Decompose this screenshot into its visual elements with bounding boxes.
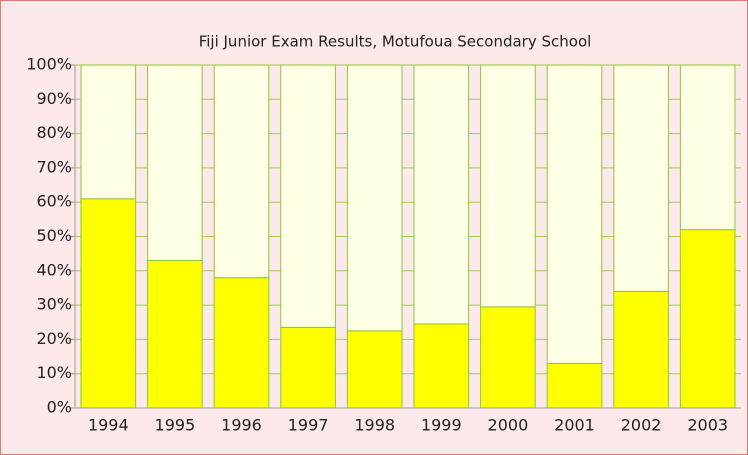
x-tick-label: 1998 <box>354 416 395 435</box>
y-tick-label: 60% <box>36 192 72 211</box>
bar-segment <box>80 198 137 409</box>
y-tick-label: 70% <box>36 157 72 176</box>
x-tick-label: 1994 <box>88 416 129 435</box>
bar-segment <box>480 64 536 308</box>
bar-segment <box>280 64 336 328</box>
bar-segment <box>147 260 203 409</box>
x-tick-label: 2002 <box>621 416 662 435</box>
bar-segment <box>147 64 203 262</box>
chart-title: Fiji Junior Exam Results, Motufoua Secon… <box>199 33 592 51</box>
x-tick-label: 1995 <box>155 416 196 435</box>
bar-segment <box>213 64 270 279</box>
bar-segment <box>679 64 736 231</box>
x-tick-label: 1999 <box>421 416 462 435</box>
x-tick-label: 1996 <box>221 416 262 435</box>
bar-segment <box>546 362 603 409</box>
y-tick-label: 0% <box>47 398 72 417</box>
x-tick-label: 1997 <box>288 416 329 435</box>
x-tick-label: 2001 <box>554 416 595 435</box>
bar-segment <box>213 277 270 409</box>
y-tick-label: 50% <box>36 226 72 245</box>
y-tick-label: 90% <box>36 89 72 108</box>
y-tick-label: 80% <box>36 123 72 142</box>
bar-segment <box>280 326 336 409</box>
y-tick-label: 40% <box>36 260 72 279</box>
y-tick-label: 100% <box>26 55 72 74</box>
y-tick-label: 20% <box>36 329 72 348</box>
bar-segment <box>480 306 536 409</box>
y-tick-label: 10% <box>36 363 72 382</box>
bar-segment <box>80 64 137 200</box>
bar-segment <box>346 330 403 409</box>
bar-segment <box>413 64 470 325</box>
bar-segment <box>546 64 603 364</box>
bar-segment <box>346 64 403 332</box>
bar-segment <box>413 323 470 409</box>
y-tick-label: 30% <box>36 295 72 314</box>
bar-segment <box>613 290 669 409</box>
bar-segment <box>613 64 669 292</box>
x-tick-label: 2003 <box>687 416 728 435</box>
x-tick-label: 2000 <box>488 416 529 435</box>
bar-segment <box>679 229 736 409</box>
